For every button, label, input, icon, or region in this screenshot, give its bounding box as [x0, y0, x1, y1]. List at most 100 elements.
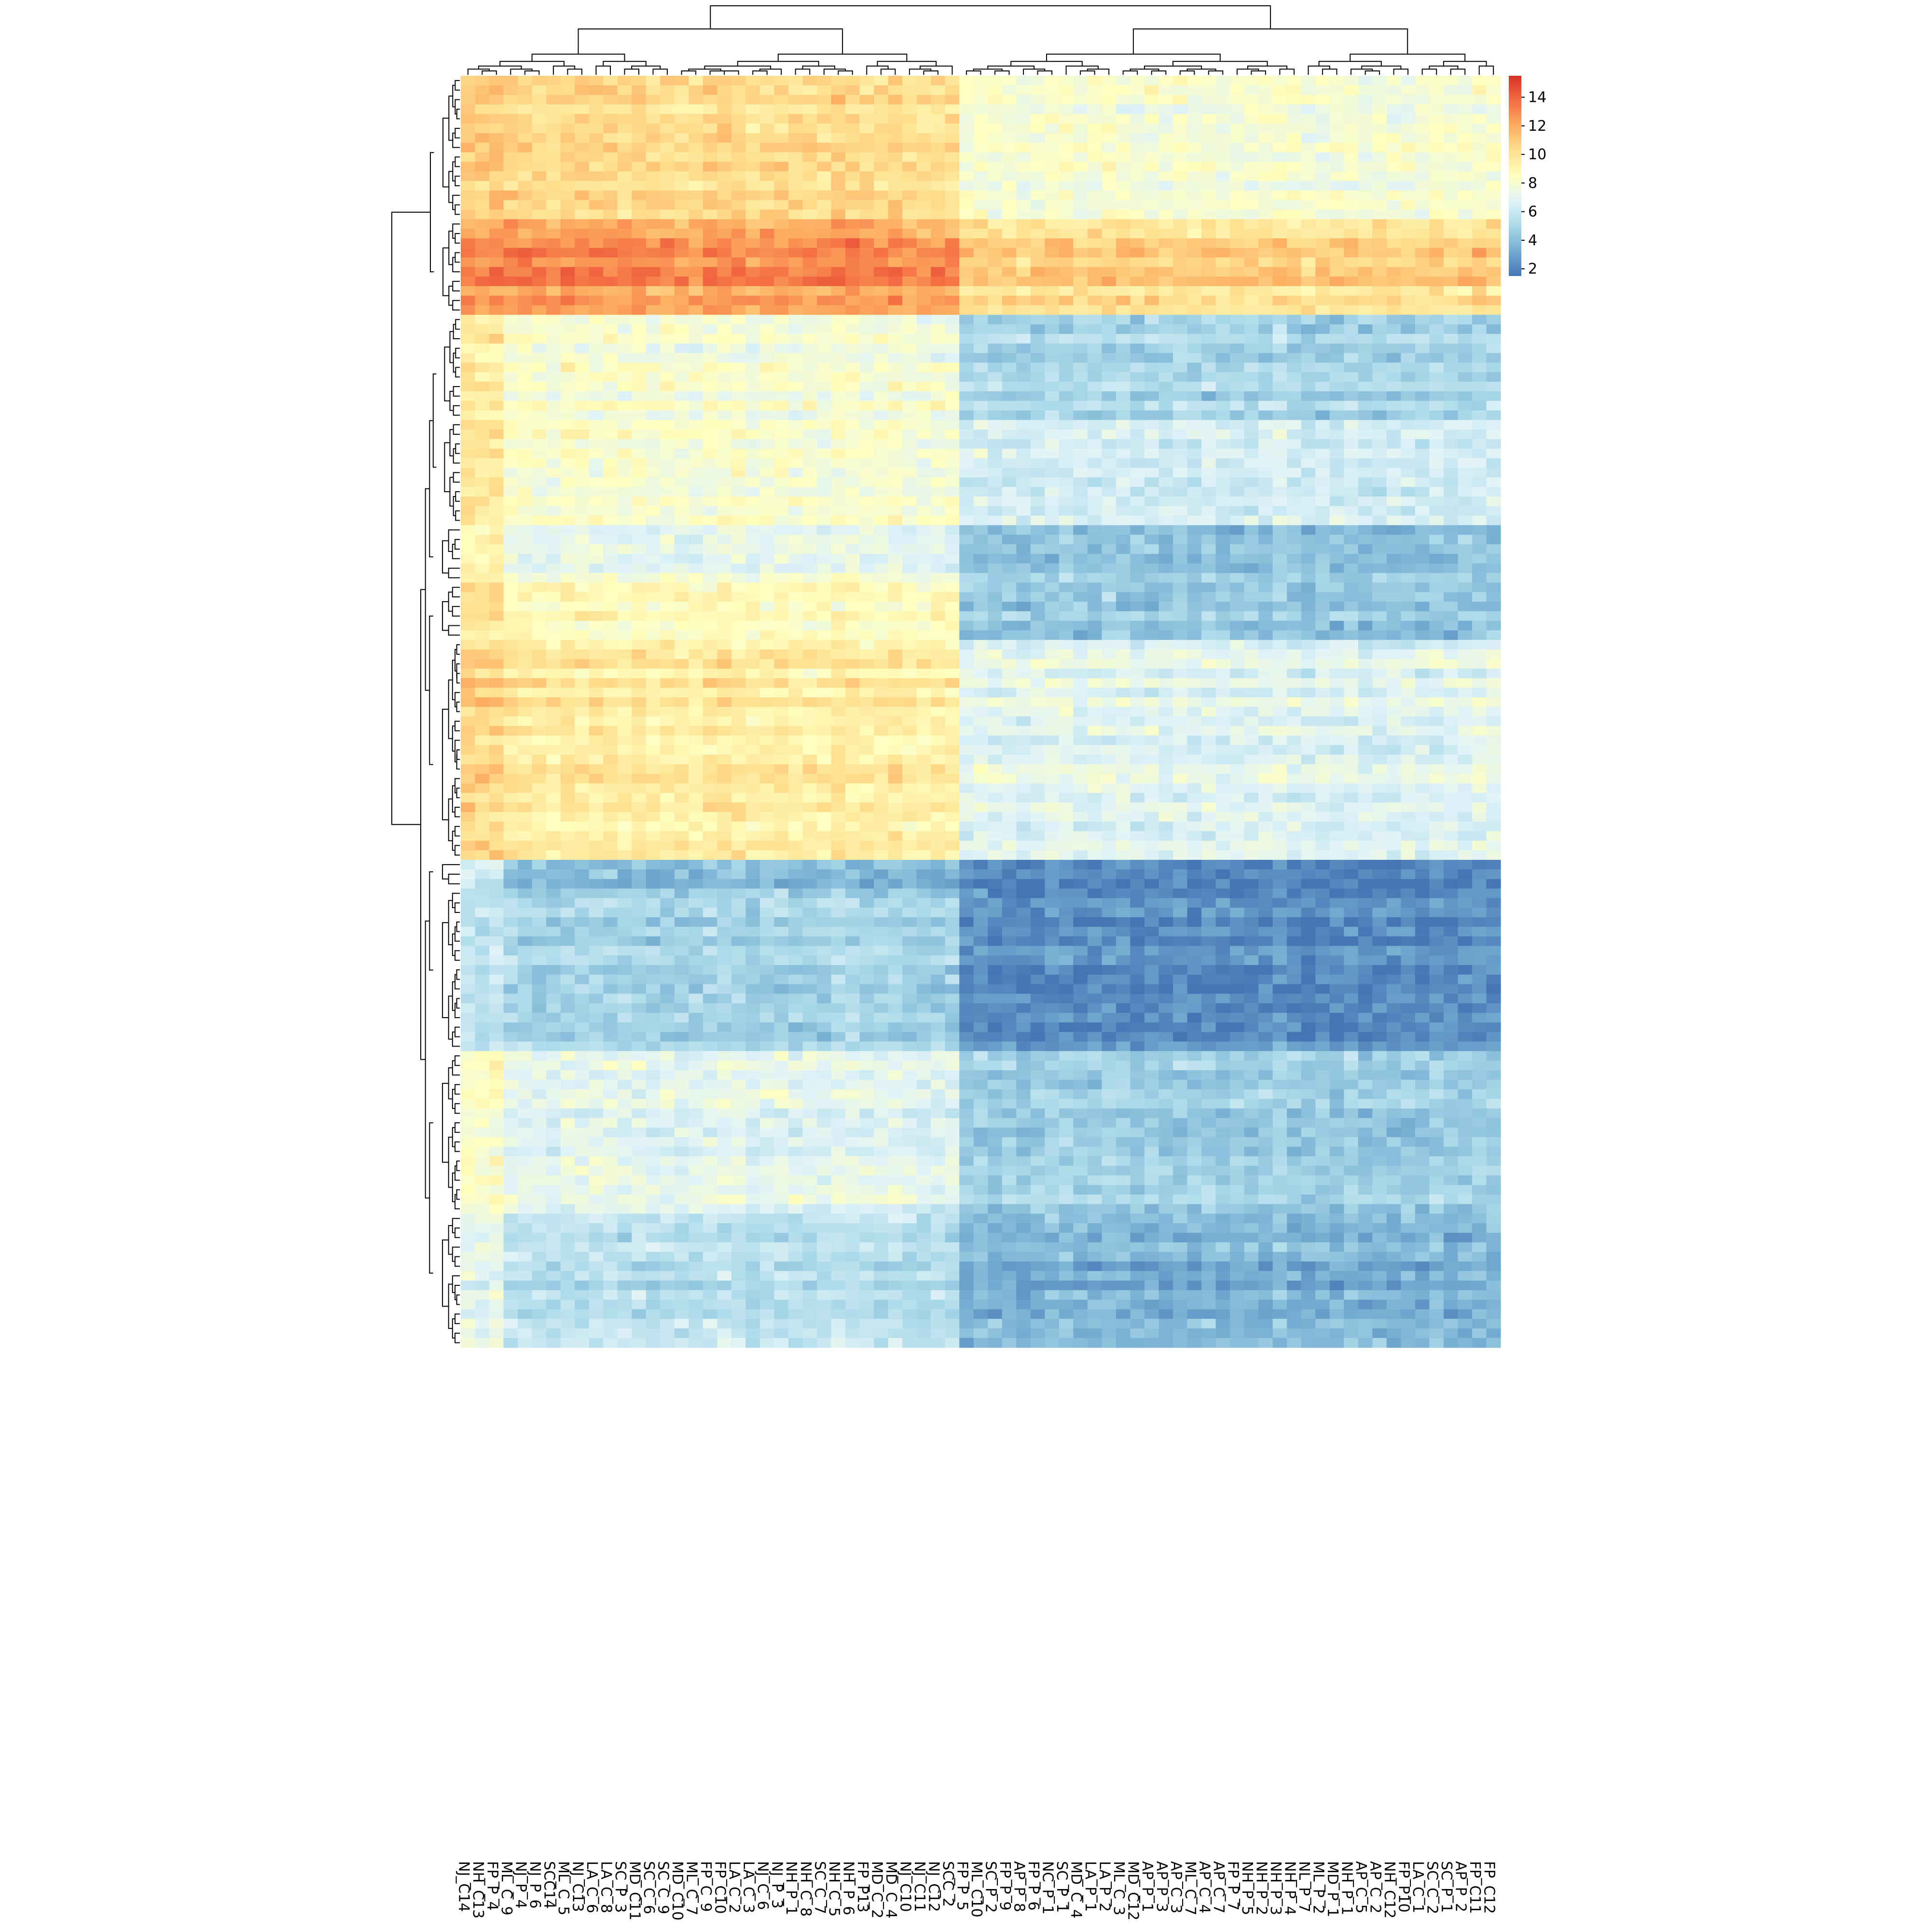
heatmap-cell	[560, 248, 575, 258]
heatmap-cell	[759, 601, 775, 612]
heatmap-cell	[1358, 382, 1373, 392]
heatmap-cell	[703, 295, 717, 306]
heatmap-cell	[931, 382, 946, 392]
heatmap-cell	[717, 477, 732, 487]
heatmap-cell	[745, 343, 760, 354]
heatmap-cell	[1358, 458, 1373, 469]
heatmap-cell	[589, 525, 604, 535]
heatmap-cell	[916, 276, 931, 287]
heatmap-cell	[931, 372, 946, 382]
heatmap-cell	[774, 257, 789, 267]
heatmap-cell	[831, 95, 846, 105]
heatmap-cell	[703, 535, 717, 545]
heatmap-cell	[1073, 209, 1088, 220]
heatmap-cell	[845, 362, 860, 373]
heatmap-cell	[1458, 688, 1473, 698]
heatmap-cell	[532, 668, 547, 679]
heatmap-cell	[1472, 76, 1487, 86]
heatmap-cell	[1201, 535, 1216, 545]
heatmap-cell	[546, 114, 561, 124]
heatmap-cell	[546, 716, 561, 727]
heatmap-cell	[646, 353, 661, 363]
heatmap-cell	[1087, 190, 1103, 201]
heatmap-cell	[674, 286, 689, 296]
heatmap-cell	[1429, 592, 1444, 602]
heatmap-cell	[931, 190, 946, 201]
heatmap-cell	[817, 678, 832, 688]
heatmap-cell	[1315, 248, 1330, 258]
heatmap-cell	[1030, 372, 1045, 382]
heatmap-cell	[1458, 267, 1473, 277]
heatmap-cell	[1401, 535, 1416, 545]
heatmap-cell	[1073, 621, 1088, 631]
heatmap-cell	[518, 582, 533, 593]
heatmap-cell	[1344, 506, 1359, 516]
heatmap-cell	[845, 400, 860, 411]
heatmap-cell	[1458, 525, 1473, 535]
heatmap-cell	[1429, 429, 1444, 440]
heatmap-cell	[660, 334, 675, 344]
heatmap-cell	[959, 248, 974, 258]
heatmap-cell	[1215, 324, 1230, 334]
heatmap-cell	[1344, 152, 1359, 162]
heatmap-cell	[1116, 506, 1131, 516]
heatmap-cell	[1158, 95, 1173, 105]
heatmap-cell	[1102, 697, 1117, 707]
heatmap-cell	[660, 114, 675, 124]
heatmap-cell	[1016, 391, 1031, 401]
heatmap-cell	[1230, 400, 1245, 411]
heatmap-cell	[1116, 171, 1131, 181]
heatmap-cell	[1187, 95, 1202, 105]
heatmap-cell	[1301, 324, 1316, 334]
heatmap-cell	[1329, 688, 1344, 698]
heatmap-cell	[988, 525, 1003, 535]
heatmap-cell	[845, 458, 860, 469]
heatmap-cell	[617, 334, 632, 344]
heatmap-cell	[1258, 295, 1273, 306]
heatmap-cell	[717, 429, 732, 440]
heatmap-cell	[1472, 324, 1487, 334]
heatmap-cell	[603, 229, 618, 239]
heatmap-cell	[1059, 496, 1074, 507]
heatmap-cell	[518, 353, 533, 363]
heatmap-cell	[1158, 420, 1173, 430]
heatmap-cell	[1386, 573, 1401, 583]
heatmap-cell	[1358, 104, 1373, 114]
heatmap-cell	[461, 477, 476, 487]
heatmap-cell	[461, 248, 476, 258]
heatmap-cell	[1472, 496, 1487, 507]
heatmap-cell	[1287, 553, 1302, 564]
heatmap-cell	[1158, 248, 1173, 258]
heatmap-cell	[1201, 630, 1216, 640]
heatmap-cell	[689, 238, 703, 248]
heatmap-cell	[916, 200, 931, 210]
heatmap-cell	[831, 668, 846, 679]
heatmap-cell	[1272, 372, 1287, 382]
heatmap-cell	[831, 640, 846, 650]
heatmap-cell	[1372, 372, 1387, 382]
heatmap-cell	[1329, 114, 1344, 124]
heatmap-cell	[1030, 563, 1045, 574]
heatmap-cell	[902, 133, 917, 143]
heatmap-cell	[1486, 621, 1501, 631]
heatmap-cell	[546, 553, 561, 564]
heatmap-cell	[1073, 506, 1088, 516]
heatmap-cell	[532, 563, 547, 574]
heatmap-cell	[1287, 382, 1302, 392]
heatmap-cell	[1458, 573, 1473, 583]
heatmap-cell	[1301, 563, 1316, 574]
heatmap-cell	[1287, 640, 1302, 650]
heatmap-cell	[788, 535, 803, 545]
heatmap-cell	[674, 209, 689, 220]
heatmap-cell	[617, 429, 632, 440]
heatmap-cell	[703, 85, 717, 96]
heatmap-cell	[689, 324, 703, 334]
heatmap-cell	[532, 162, 547, 172]
heatmap-cell	[959, 697, 974, 707]
heatmap-cell	[1315, 76, 1330, 86]
heatmap-cell	[1187, 649, 1202, 660]
heatmap-cell	[1458, 410, 1473, 421]
heatmap-cell	[589, 286, 604, 296]
heatmap-cell	[646, 219, 661, 229]
heatmap-cell	[745, 563, 760, 574]
